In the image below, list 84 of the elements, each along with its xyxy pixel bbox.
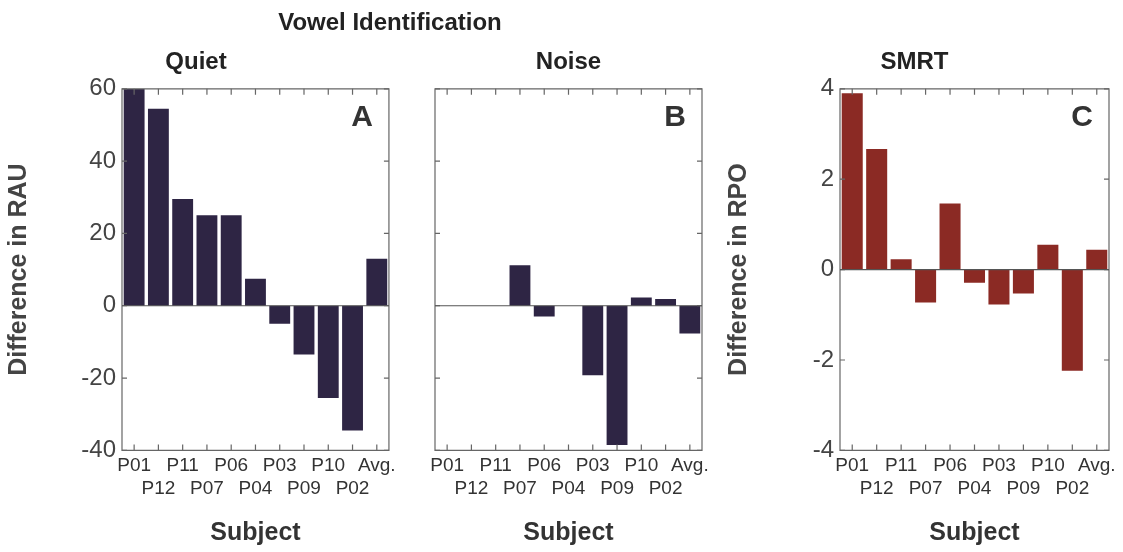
x-tick-label: P03 <box>575 454 610 476</box>
x-tick-label: P06 <box>933 454 967 476</box>
bar <box>1061 269 1083 371</box>
x-tick-label: P01 <box>430 454 465 476</box>
bar <box>196 215 218 306</box>
y-tick-label: 2 <box>820 163 834 191</box>
x-axis-title: Subject <box>210 516 302 545</box>
y-tick-label: 20 <box>89 218 116 246</box>
bar <box>988 269 1010 305</box>
y-tick-label: 4 <box>820 73 834 101</box>
bar <box>630 297 652 306</box>
chart-title: Vowel Identification <box>277 8 503 36</box>
x-tick-label: P10 <box>311 454 346 476</box>
annotation: C <box>1071 99 1093 133</box>
y-tick-label: 60 <box>89 73 116 101</box>
annotation: B <box>664 99 686 133</box>
x-tick-label: P09 <box>1006 476 1041 498</box>
bar <box>147 108 169 306</box>
bar <box>269 305 291 324</box>
x-tick-label: P06 <box>527 454 562 476</box>
x-tick-label: P07 <box>908 476 943 498</box>
bar <box>366 258 388 306</box>
x-tick-label: P12 <box>141 476 176 498</box>
x-axis-title: Subject <box>929 516 1021 545</box>
x-tick-label: Avg. <box>357 454 396 476</box>
bar <box>1012 269 1034 294</box>
x-axis-title: Subject <box>523 516 615 545</box>
y-tick-label: -20 <box>81 362 116 390</box>
y-tick-label: -4 <box>812 435 834 463</box>
x-tick-label: Avg. <box>1077 454 1116 476</box>
x-tick-label: P11 <box>479 454 512 476</box>
x-tick-label: P09 <box>287 476 321 498</box>
bar <box>1037 244 1059 270</box>
bar <box>679 305 701 334</box>
y-tick-label: 0 <box>102 290 116 318</box>
x-tick-label: P03 <box>982 454 1016 476</box>
bar <box>841 93 863 270</box>
x-tick-label: P09 <box>600 476 634 498</box>
chart-title: SMRT <box>880 47 949 75</box>
x-tick-label: P11 <box>166 454 199 476</box>
bar <box>890 259 912 270</box>
x-tick-label: P02 <box>1055 476 1090 498</box>
x-tick-label: P04 <box>957 476 992 498</box>
x-tick-label: P12 <box>859 476 894 498</box>
x-tick-label: P01 <box>835 454 870 476</box>
x-tick-label: P06 <box>214 454 249 476</box>
x-tick-label: P12 <box>454 476 489 498</box>
x-tick-label: P01 <box>117 454 152 476</box>
y-tick-label: 0 <box>820 254 834 282</box>
y-tick-label: -40 <box>81 435 116 463</box>
bar <box>1086 249 1108 270</box>
bar <box>963 269 986 283</box>
bar <box>606 305 628 445</box>
chart-subtitle: Quiet <box>165 47 227 75</box>
annotation: A <box>351 99 373 133</box>
bar <box>220 215 242 306</box>
bar <box>582 305 604 376</box>
bar <box>533 305 555 317</box>
bar <box>172 199 194 306</box>
x-tick-label: P02 <box>648 476 683 498</box>
bar <box>342 305 363 431</box>
x-tick-label: P11 <box>884 454 918 476</box>
y-axis-title: Difference in RAU <box>2 163 31 376</box>
bar <box>866 148 888 270</box>
bar <box>317 305 339 398</box>
bar <box>915 269 937 303</box>
bar <box>939 203 961 270</box>
x-tick-label: P03 <box>262 454 297 476</box>
bar <box>293 305 315 355</box>
chart-title: Noise <box>535 47 602 75</box>
y-tick-label: 40 <box>89 145 116 173</box>
x-tick-label: P04 <box>238 476 273 498</box>
x-tick-label: P07 <box>190 476 224 498</box>
bar <box>509 265 531 306</box>
x-tick-label: P07 <box>503 476 537 498</box>
bar <box>245 278 266 306</box>
y-tick-label: -2 <box>812 344 834 372</box>
x-tick-label: Avg. <box>671 454 709 476</box>
x-tick-label: P10 <box>1030 454 1065 476</box>
x-tick-label: P04 <box>551 476 586 498</box>
x-tick-label: P02 <box>335 476 370 498</box>
bar <box>123 88 145 306</box>
y-axis-title: Difference in RPO <box>722 163 751 376</box>
x-tick-label: P10 <box>624 454 659 476</box>
